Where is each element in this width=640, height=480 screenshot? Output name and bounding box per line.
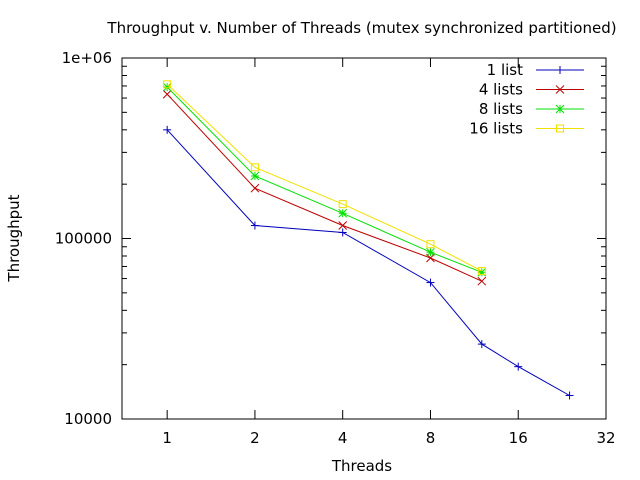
y-tick-label: 1e+06 xyxy=(62,49,112,67)
data-point xyxy=(426,247,435,257)
axes-layer: 1 2 4 8 16 32 10000 100000 1e+06 xyxy=(55,49,616,447)
x-tick-label: 4 xyxy=(338,429,348,447)
legend-label: 4 lists xyxy=(479,81,523,99)
series-1-list xyxy=(163,125,574,400)
legend-marker xyxy=(555,104,565,114)
x-tick-label: 16 xyxy=(509,429,528,447)
data-point xyxy=(477,267,486,276)
y-axis-label: Throughput xyxy=(5,194,23,282)
data-point xyxy=(250,221,259,230)
data-point xyxy=(426,240,435,249)
y-tick-label: 100000 xyxy=(55,230,112,248)
legend-label: 8 lists xyxy=(479,100,523,118)
series-4-lists xyxy=(162,89,487,286)
x-axis-label: Threads xyxy=(331,457,392,475)
x-tick-label: 1 xyxy=(162,429,172,447)
legend-marker xyxy=(556,124,564,133)
data-point xyxy=(338,208,348,218)
data-point xyxy=(338,200,347,209)
legend-marker xyxy=(556,66,564,74)
data-point xyxy=(477,340,486,349)
x-tick-label: 2 xyxy=(250,429,260,447)
series-line xyxy=(166,93,483,282)
series-line xyxy=(166,129,570,396)
series-line xyxy=(166,86,482,273)
series-16-lists xyxy=(163,80,486,276)
y-tick-label: 10000 xyxy=(64,410,112,428)
data-point xyxy=(250,163,259,172)
data-point xyxy=(426,278,435,287)
data-point xyxy=(250,183,260,193)
data-point xyxy=(338,228,347,237)
data-point xyxy=(163,125,172,134)
legend-label: 1 list xyxy=(487,61,523,79)
data-point xyxy=(477,276,487,286)
series-line xyxy=(166,83,483,272)
data-point xyxy=(163,80,172,89)
legend-label: 16 lists xyxy=(469,120,523,138)
data-point xyxy=(565,391,574,400)
x-tick-label: 32 xyxy=(596,429,615,447)
data-point xyxy=(250,171,260,181)
series-layer xyxy=(162,80,574,400)
legend-marker xyxy=(555,85,565,94)
data-point xyxy=(514,362,523,371)
plot-border xyxy=(121,57,607,420)
x-tick-label: 8 xyxy=(426,429,436,447)
data-point xyxy=(338,221,348,230)
data-point xyxy=(162,89,172,99)
chart-title: Throughput v. Number of Threads (mutex s… xyxy=(106,19,616,37)
